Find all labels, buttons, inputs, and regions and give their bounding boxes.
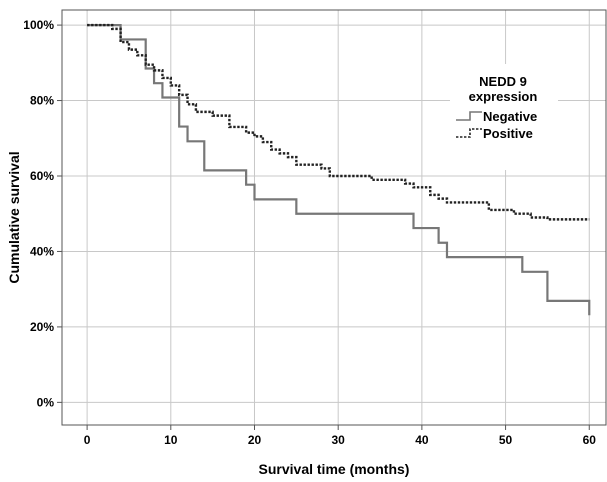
x-tick-label: 40 xyxy=(415,433,429,447)
legend-title-line2: expression xyxy=(469,89,538,104)
y-tick-label: 60% xyxy=(30,169,54,183)
x-tick-label: 50 xyxy=(499,433,513,447)
legend-title-line1: NEDD 9 xyxy=(479,74,527,89)
plot-frame xyxy=(61,9,607,426)
legend-label-negative: Negative xyxy=(483,109,537,124)
legend: NEDD 9 expression Negative Positive xyxy=(450,64,558,170)
y-tick-label: 20% xyxy=(30,320,54,334)
y-axis-ticks: 0% 20% 40% 60% 80% 100% xyxy=(23,18,62,409)
y-tick-label: 40% xyxy=(30,244,54,258)
y-tick-label: 0% xyxy=(37,395,55,409)
y-axis-title: Cumulative survival xyxy=(6,151,22,283)
series-layer xyxy=(87,23,591,316)
y-tick-label: 80% xyxy=(30,94,54,108)
x-tick-label: 0 xyxy=(84,433,91,447)
x-tick-label: 20 xyxy=(248,433,262,447)
legend-background xyxy=(450,64,558,170)
x-tick-label: 10 xyxy=(164,433,178,447)
legend-label-positive: Positive xyxy=(483,126,533,141)
x-axis-title: Survival time (months) xyxy=(259,461,410,477)
x-tick-label: 60 xyxy=(583,433,597,447)
legend-swatch-positive xyxy=(456,128,482,138)
series-line-negative xyxy=(87,23,591,316)
x-axis-ticks: 0 10 20 30 40 50 60 xyxy=(84,425,596,447)
legend-swatch-negative xyxy=(456,111,482,121)
x-tick-label: 30 xyxy=(332,433,346,447)
y-tick-label: 100% xyxy=(23,18,54,32)
series-line-positive xyxy=(87,23,590,221)
